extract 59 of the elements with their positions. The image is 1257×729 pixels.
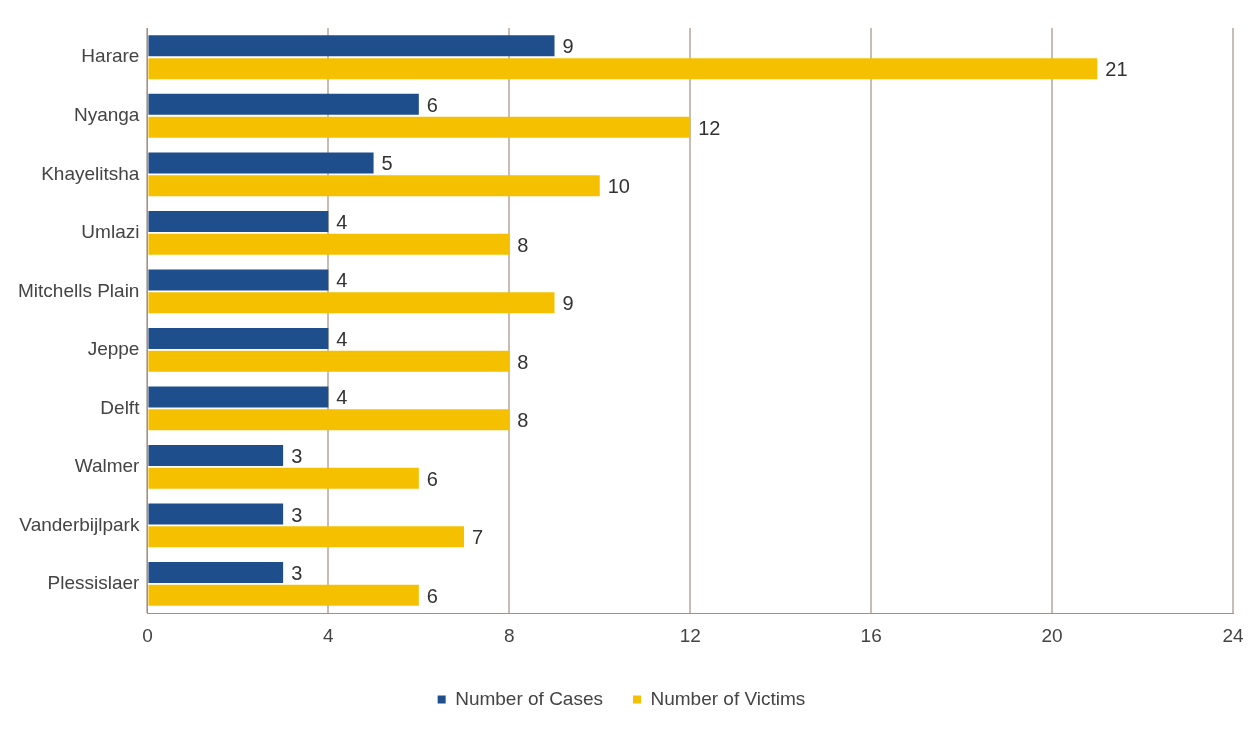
x-tick-label: 20 xyxy=(1041,624,1063,646)
y-tick-label: Harare xyxy=(81,45,140,67)
y-tick-label: Nyanga xyxy=(73,104,140,126)
bar xyxy=(148,292,555,314)
data-label: 3 xyxy=(291,503,303,526)
bar xyxy=(148,175,600,197)
bar xyxy=(148,562,284,584)
data-label: 8 xyxy=(517,350,529,373)
bar xyxy=(148,58,1098,80)
data-label: 8 xyxy=(517,409,529,432)
y-tick-label: Mitchells Plain xyxy=(17,279,140,301)
bar xyxy=(148,386,329,408)
bar xyxy=(148,503,284,525)
bar xyxy=(148,350,510,372)
bar xyxy=(148,210,329,232)
data-label: 6 xyxy=(426,467,438,490)
bar xyxy=(148,409,510,431)
legend-label: Number of Victims xyxy=(650,687,806,709)
bar xyxy=(148,269,329,291)
data-label: 4 xyxy=(336,327,348,350)
x-tick-label: 16 xyxy=(860,624,882,646)
y-tick-label: Vanderbijlpark xyxy=(19,513,140,535)
bar xyxy=(148,93,419,115)
data-label: 8 xyxy=(517,233,529,256)
y-tick-label: Umlazi xyxy=(81,221,140,243)
x-tick-label: 12 xyxy=(679,624,701,646)
data-label: 5 xyxy=(381,152,393,175)
bar xyxy=(148,584,419,606)
data-label: 3 xyxy=(291,562,303,585)
bar xyxy=(148,444,284,466)
bar xyxy=(148,526,465,548)
data-label: 9 xyxy=(562,292,574,315)
x-tick-label: 24 xyxy=(1222,624,1244,646)
data-label: 4 xyxy=(336,269,348,292)
data-label: 12 xyxy=(698,116,721,139)
y-tick-label: Plessislaer xyxy=(47,572,141,594)
x-tick-label: 4 xyxy=(323,624,335,646)
data-label: 6 xyxy=(426,93,438,116)
x-tick-label: 8 xyxy=(504,624,515,646)
data-label: 3 xyxy=(291,445,303,467)
x-tick-label: 0 xyxy=(142,624,153,646)
bar xyxy=(148,467,419,489)
data-label: 9 xyxy=(562,35,574,58)
data-label: 21 xyxy=(1105,58,1128,81)
data-label: 7 xyxy=(472,526,484,549)
data-label: 4 xyxy=(336,386,348,409)
bar xyxy=(148,152,374,174)
bar xyxy=(148,327,329,349)
bar xyxy=(148,35,555,57)
y-tick-label: Khayelitsha xyxy=(41,162,140,184)
data-label: 6 xyxy=(426,584,438,607)
bar xyxy=(148,116,691,138)
data-label: 4 xyxy=(336,210,348,233)
bar xyxy=(148,233,510,255)
y-tick-label: Jeppe xyxy=(87,338,140,360)
legend-label: Number of Cases xyxy=(455,687,603,709)
y-tick-label: Walmer xyxy=(74,455,141,477)
y-tick-label: Delft xyxy=(100,396,141,418)
data-label: 10 xyxy=(607,175,630,198)
